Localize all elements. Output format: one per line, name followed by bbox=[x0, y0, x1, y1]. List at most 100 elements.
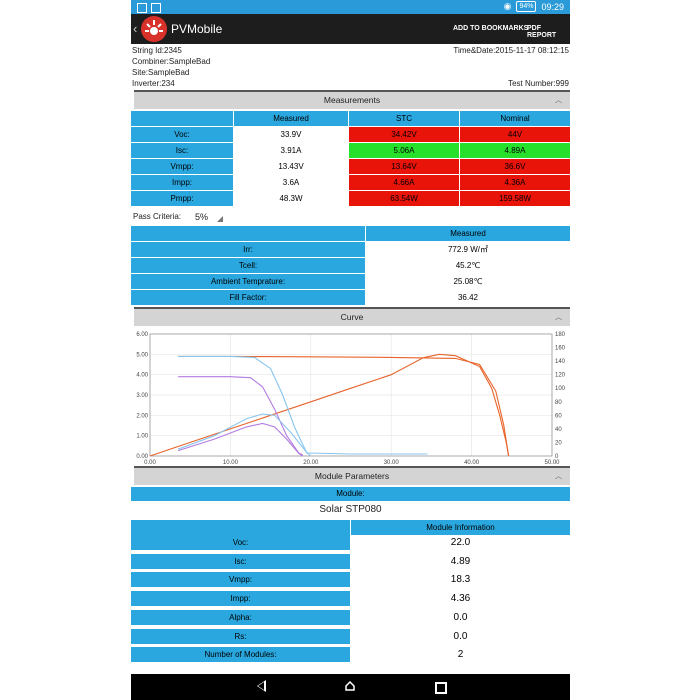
nav-home-icon[interactable] bbox=[345, 681, 355, 691]
measurements-section-header[interactable]: Measurements ︿ bbox=[134, 90, 570, 109]
curve-section-header[interactable]: Curve ︿ bbox=[134, 307, 570, 326]
condition-value: 772.9 W/㎡ bbox=[366, 242, 570, 257]
series-line bbox=[177, 413, 312, 457]
measurement-nominal: 159.58W bbox=[460, 191, 570, 206]
module-info-value: 4.89 bbox=[351, 553, 570, 569]
measurement-row: Isc: 3.91A 5.06A 4.89A bbox=[131, 143, 570, 159]
chevron-up-icon[interactable]: ︿ bbox=[555, 97, 562, 104]
header-measured: Measured bbox=[234, 111, 348, 126]
chevron-up-icon[interactable]: ︿ bbox=[555, 473, 562, 480]
x-tick-label: 40.00 bbox=[464, 460, 480, 466]
condition-label: Ambient Temprature: bbox=[131, 274, 365, 289]
module-info-value: 0.0 bbox=[351, 628, 570, 644]
y-left-tick-label: 6.00 bbox=[136, 332, 148, 338]
measurement-stc: 13.64V bbox=[349, 159, 459, 174]
module-info-row: Isc: 4.89 bbox=[131, 553, 570, 570]
y-left-tick-label: 2.00 bbox=[136, 413, 148, 419]
measurement-measured: 48.3W bbox=[234, 191, 348, 206]
curve-plot: 0.00 1.00 2.00 3.00 4.00 5.00 6.00 0.00 10.00 20.… bbox=[136, 332, 566, 466]
y-left-tick-label: 5.00 bbox=[136, 352, 148, 358]
nav-back-icon[interactable] bbox=[257, 680, 266, 692]
x-tick-label: 20.00 bbox=[303, 460, 319, 466]
condition-value: 36.42 bbox=[366, 290, 570, 305]
y-left-tick-label: 1.00 bbox=[136, 434, 148, 440]
y-left-tick-label: 4.00 bbox=[136, 373, 148, 379]
pdf-report-button[interactable]: PDF REPORT bbox=[527, 25, 557, 39]
module-info-label: Voc: bbox=[131, 535, 350, 550]
module-info-row: Number of Modules: 2 bbox=[131, 647, 570, 663]
conditions-header-blank bbox=[131, 226, 365, 241]
conditions-header-measured: Measured bbox=[366, 226, 570, 241]
series-line bbox=[178, 376, 304, 456]
module-info-row: Rs: 0.0 bbox=[131, 628, 570, 645]
y-left-tick-label: 0.00 bbox=[136, 454, 148, 460]
module-info-label: Alpha: bbox=[131, 609, 350, 625]
module-info-row: Vmpp: 18.3 bbox=[131, 572, 570, 588]
y-right-tick-label: 180 bbox=[555, 332, 566, 338]
module-info-label: Impp: bbox=[131, 591, 350, 607]
module-info-value: 0.0 bbox=[351, 609, 570, 625]
measurement-stc: 5.06A bbox=[349, 143, 459, 158]
y-left-tick-label: 3.00 bbox=[136, 393, 148, 399]
app-title: PVMobile bbox=[171, 22, 223, 36]
x-tick-label: 30.00 bbox=[384, 460, 400, 466]
module-parameters-section-header[interactable]: Module Parameters ︿ bbox=[134, 466, 570, 485]
pass-criteria-value[interactable]: 5% bbox=[195, 212, 209, 222]
condition-label: Irr: bbox=[131, 242, 365, 257]
notification-icons bbox=[137, 2, 165, 13]
measurement-measured: 3.6A bbox=[234, 175, 348, 190]
dropdown-corner-icon[interactable] bbox=[217, 216, 223, 222]
y-right-tick-label: 120 bbox=[555, 373, 566, 379]
y-right-tick-label: 40 bbox=[555, 427, 562, 433]
condition-row: Tcell: 45.2℃ bbox=[131, 258, 570, 274]
module-info-header: Module Information bbox=[351, 520, 570, 535]
measurement-row: Pmpp: 48.3W 63.54W 159.58W bbox=[131, 191, 570, 207]
measurement-label: Voc: bbox=[131, 127, 233, 142]
measurement-row: Voc: 33.9V 34.42V 44V bbox=[131, 127, 570, 143]
app-logo-icon bbox=[141, 16, 167, 42]
condition-value: 25.08℃ bbox=[366, 274, 570, 289]
add-to-bookmarks-button[interactable]: ADD TO BOOKMARKS bbox=[453, 25, 529, 32]
test-number: Test Number:999 bbox=[508, 79, 569, 88]
test-info: String Id:2345 Time&Date:2015-11-17 08:1… bbox=[131, 44, 570, 88]
pass-criteria-label: Pass Criteria: bbox=[133, 212, 182, 221]
image-notification-icon bbox=[137, 2, 147, 13]
measurement-nominal: 44V bbox=[460, 127, 570, 142]
datetime: Time&Date:2015-11-17 08:12:15 bbox=[453, 46, 569, 55]
measurement-label: Pmpp: bbox=[131, 191, 233, 206]
condition-value: 45.2℃ bbox=[366, 258, 570, 273]
app-screen: ◉ 94% 09:29 ‹ PVMobile ADD TO BOOKMARKS … bbox=[131, 0, 570, 700]
condition-row: Irr: 772.9 W/㎡ bbox=[131, 242, 570, 258]
series-line bbox=[177, 422, 304, 457]
measurement-nominal: 36.6V bbox=[460, 159, 570, 174]
module-info-header-blank bbox=[131, 520, 350, 535]
header-nominal: Nominal bbox=[460, 111, 570, 126]
y-right-tick-label: 0 bbox=[555, 454, 559, 460]
string-id: String Id:2345 bbox=[132, 46, 182, 55]
combiner: Combiner:SampleBad bbox=[132, 57, 211, 66]
chevron-up-icon[interactable]: ︿ bbox=[555, 314, 562, 321]
pass-criteria[interactable]: Pass Criteria: 5% bbox=[133, 212, 223, 222]
measurement-measured: 13.43V bbox=[234, 159, 348, 174]
module-info-label: Rs: bbox=[131, 628, 350, 644]
x-tick-label: 0.00 bbox=[144, 460, 156, 466]
y-right-tick-label: 20 bbox=[555, 440, 562, 446]
back-arrow-icon[interactable]: ‹ bbox=[133, 21, 138, 36]
measurement-nominal: 4.89A bbox=[460, 143, 570, 158]
nav-recents-icon[interactable] bbox=[435, 682, 447, 694]
module-info-value: 2 bbox=[351, 647, 570, 663]
app-bar: ‹ PVMobile ADD TO BOOKMARKS PDF REPORT bbox=[131, 14, 570, 44]
measurement-measured: 33.9V bbox=[234, 127, 348, 142]
battery-indicator: 94% bbox=[516, 1, 537, 12]
module-name: Solar STP080 bbox=[319, 504, 382, 515]
module-info-label: Isc: bbox=[131, 553, 350, 569]
y-right-tick-label: 140 bbox=[555, 359, 566, 365]
module-info-value: 4.36 bbox=[351, 591, 570, 607]
header-blank bbox=[131, 111, 233, 126]
iv-curve-chart: 0.00 1.00 2.00 3.00 4.00 5.00 6.00 0.00 10.00 20.… bbox=[131, 326, 570, 466]
site: Site:SampleBad bbox=[132, 68, 190, 77]
module-info-value: 22.0 bbox=[351, 535, 570, 550]
system-nav-bar bbox=[131, 674, 570, 700]
y-right-tick-label: 80 bbox=[555, 400, 562, 406]
measurements-title: Measurements bbox=[323, 95, 381, 105]
